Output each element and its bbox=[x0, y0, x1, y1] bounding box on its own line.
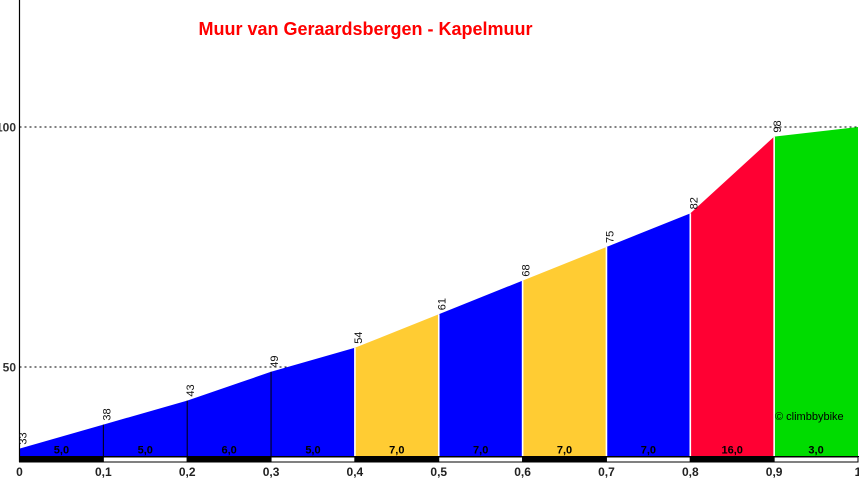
x-tick-label: 0,3 bbox=[263, 465, 280, 479]
x-tick-label: 0,5 bbox=[430, 465, 447, 479]
x-tick-label: 0,1 bbox=[95, 465, 112, 479]
distance-scale-bar bbox=[354, 456, 440, 463]
y-tick-label: 100 bbox=[0, 121, 16, 135]
profile-segment bbox=[103, 400, 188, 457]
distance-scale-bar bbox=[522, 456, 607, 463]
x-tick-label: 0,6 bbox=[514, 465, 531, 479]
x-tick-label: 0,4 bbox=[347, 465, 364, 479]
elevation-label: 54 bbox=[353, 332, 365, 344]
elevation-label: 33 bbox=[18, 432, 30, 444]
gradient-label: 7,0 bbox=[641, 445, 656, 457]
elevation-label: 43 bbox=[185, 384, 197, 396]
x-tick-label: 0,9 bbox=[766, 465, 783, 479]
y-tick-label: 50 bbox=[3, 361, 17, 375]
gradient-label: 3,0 bbox=[808, 445, 823, 457]
profile-segment bbox=[271, 347, 355, 457]
distance-scale-bar bbox=[438, 456, 524, 463]
gradient-label: 7,0 bbox=[557, 445, 572, 457]
chart-title: Muur van Geraardsbergen - Kapelmuur bbox=[198, 19, 533, 39]
elevation-label: 75 bbox=[604, 231, 616, 243]
distance-scale-bar bbox=[270, 456, 356, 463]
profile-segment bbox=[187, 371, 272, 457]
elevation-label: 49 bbox=[269, 356, 281, 368]
gradient-label: 6,0 bbox=[221, 445, 236, 457]
profile-segment bbox=[690, 136, 775, 457]
profile-segment bbox=[19, 424, 104, 457]
elevation-label: 98 bbox=[772, 120, 784, 132]
elevation-label: 38 bbox=[101, 408, 113, 420]
distance-scale-bar bbox=[102, 456, 188, 463]
profile-segment bbox=[438, 280, 523, 457]
x-tick-label: 0,8 bbox=[682, 465, 699, 479]
profile-segment bbox=[774, 127, 858, 457]
distance-scale-bar bbox=[773, 456, 859, 463]
gradient-label: 5,0 bbox=[305, 445, 320, 457]
copyright-watermark: © climbbybike bbox=[775, 411, 844, 423]
profile-segment bbox=[522, 247, 607, 457]
distance-scale-bar bbox=[689, 456, 775, 463]
x-tick-label: 0,2 bbox=[179, 465, 196, 479]
elevation-label: 61 bbox=[437, 298, 449, 310]
gradient-label: 16,0 bbox=[722, 445, 743, 457]
x-tick-label: 0,7 bbox=[598, 465, 615, 479]
distance-scale-bar bbox=[19, 456, 104, 463]
profile-segment bbox=[354, 314, 439, 457]
gradient-label: 5,0 bbox=[138, 445, 153, 457]
distance-scale-bar bbox=[186, 456, 272, 463]
elevation-label: 68 bbox=[521, 264, 533, 276]
elevation-label: 82 bbox=[688, 197, 700, 209]
distance-scale-bar bbox=[605, 456, 691, 463]
gradient-label: 7,0 bbox=[473, 445, 488, 457]
gradient-label: 5,0 bbox=[54, 445, 69, 457]
x-tick-label: 1 bbox=[855, 465, 859, 479]
gradient-label: 7,0 bbox=[389, 445, 404, 457]
x-tick-label: 0 bbox=[16, 465, 23, 479]
profile-segment bbox=[606, 213, 691, 457]
